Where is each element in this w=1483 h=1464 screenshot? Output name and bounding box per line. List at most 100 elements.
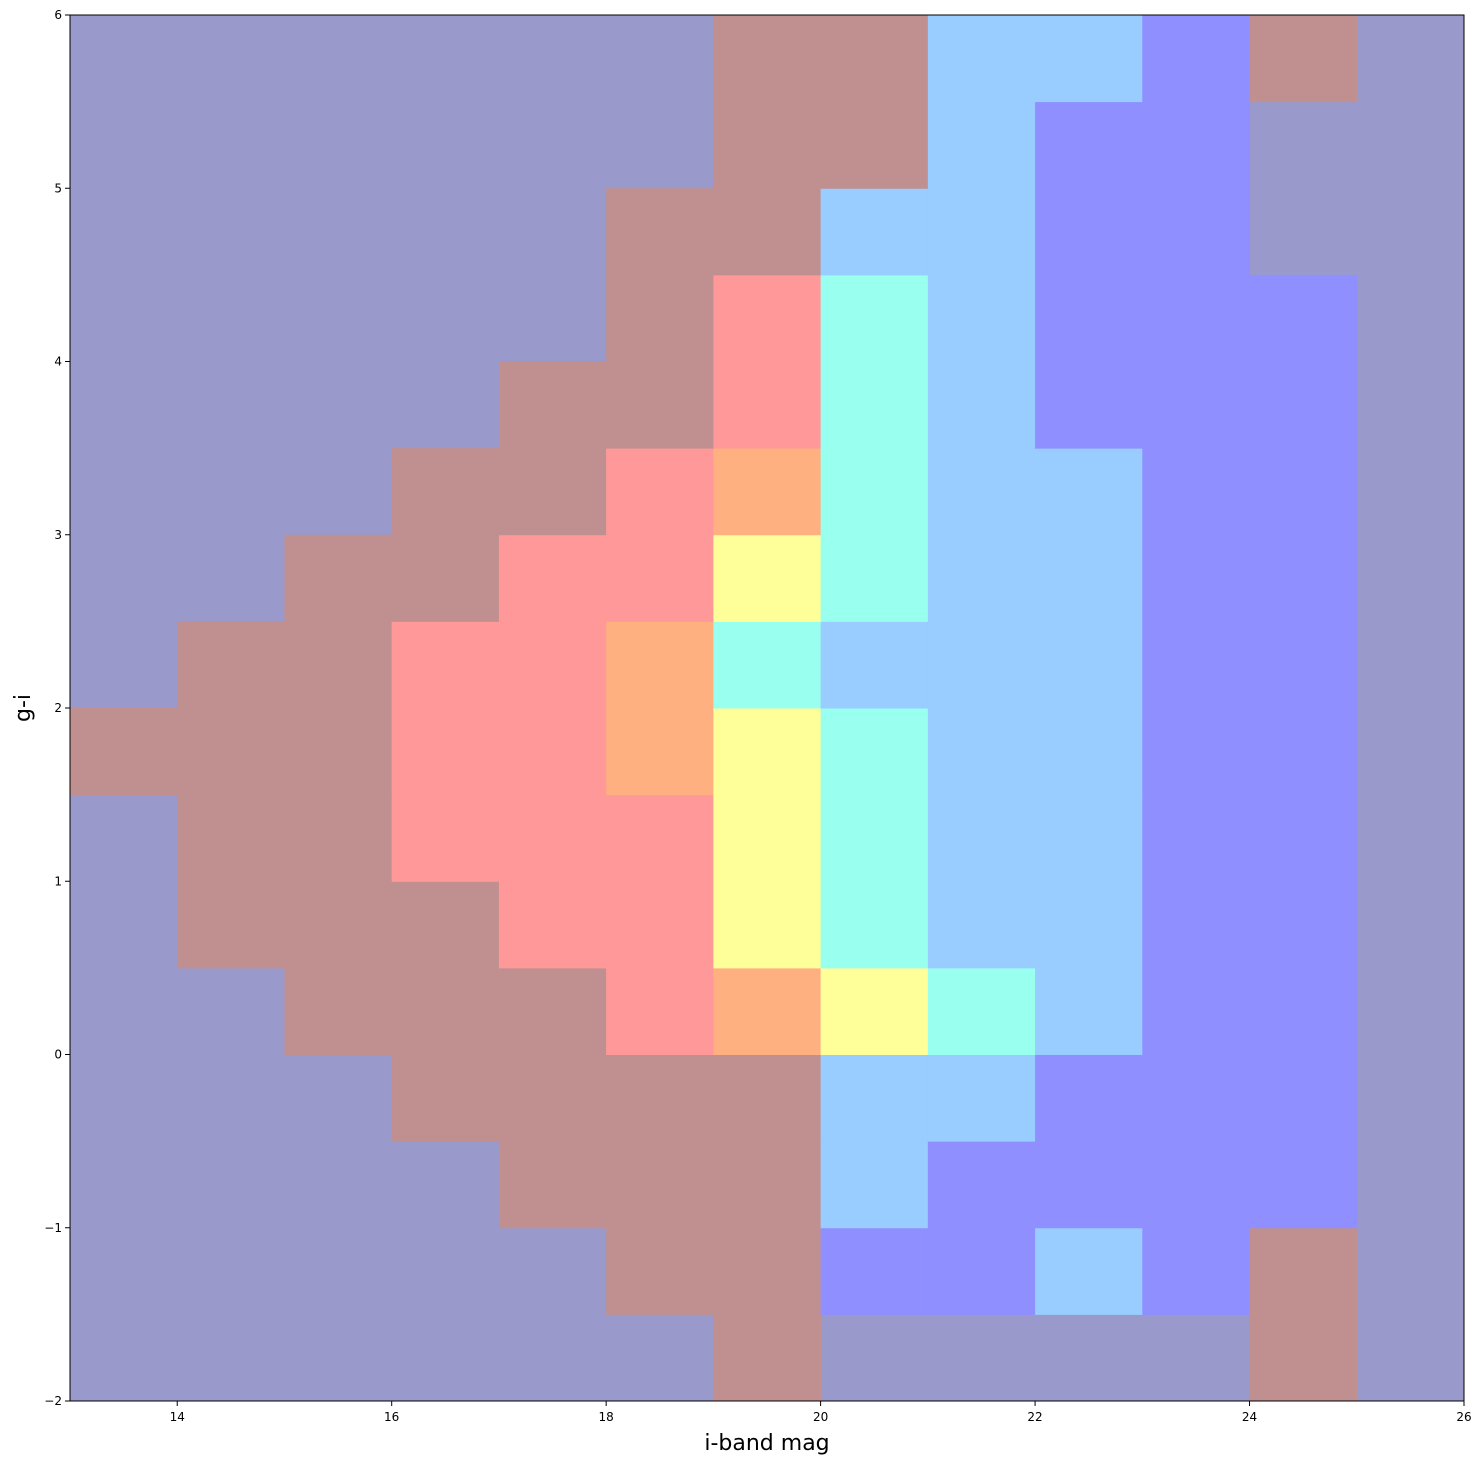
heat-cell bbox=[927, 15, 1036, 103]
heat-cell bbox=[713, 188, 822, 276]
heat-cell bbox=[1035, 534, 1143, 622]
heat-cell bbox=[606, 1227, 714, 1315]
heat-cell bbox=[1142, 274, 1251, 362]
y-tick-label: 3 bbox=[54, 528, 62, 542]
heat-cell bbox=[498, 967, 607, 1055]
heat-cell bbox=[713, 621, 822, 709]
heat-cell bbox=[606, 1141, 714, 1229]
heat-cell bbox=[284, 621, 393, 709]
heat-cell bbox=[820, 1054, 929, 1142]
heat-cell bbox=[1035, 621, 1143, 709]
heat-cell bbox=[498, 1141, 607, 1229]
heat-cell bbox=[606, 794, 714, 882]
heat-cell bbox=[1035, 448, 1143, 536]
heat-cell bbox=[927, 1054, 1036, 1142]
heat-cell bbox=[927, 794, 1036, 882]
heat-cell bbox=[820, 361, 929, 449]
heat-cell bbox=[927, 101, 1036, 189]
y-tick-label: 5 bbox=[54, 181, 62, 195]
heat-cell bbox=[713, 274, 822, 362]
heat-cell bbox=[391, 881, 500, 969]
heat-cell bbox=[606, 1054, 714, 1142]
heat-cell bbox=[284, 794, 393, 882]
heat-cell bbox=[1249, 621, 1358, 709]
heat-cell bbox=[820, 534, 929, 622]
heat-cell bbox=[927, 1227, 1036, 1315]
heat-cell bbox=[391, 534, 500, 622]
heat-cell bbox=[1249, 534, 1358, 622]
heat-cell bbox=[927, 708, 1036, 796]
heat-cell bbox=[1142, 794, 1251, 882]
x-tick-label: 18 bbox=[599, 1410, 614, 1424]
heat-cell bbox=[820, 621, 929, 709]
heat-cell bbox=[606, 188, 714, 276]
heat-cell bbox=[713, 708, 822, 796]
heat-cell bbox=[606, 448, 714, 536]
heat-cell bbox=[927, 274, 1036, 362]
heat-cell bbox=[713, 101, 822, 189]
heat-cell bbox=[927, 188, 1036, 276]
heat-cell bbox=[1249, 1227, 1358, 1315]
heat-cell bbox=[70, 708, 178, 796]
heat-cell bbox=[606, 534, 714, 622]
y-tick-label: 0 bbox=[54, 1048, 62, 1062]
heat-cell bbox=[177, 621, 285, 709]
heat-cell bbox=[820, 1141, 929, 1229]
heat-cell bbox=[1142, 708, 1251, 796]
heat-cell bbox=[177, 708, 285, 796]
heat-cell bbox=[1035, 881, 1143, 969]
x-tick-label: 22 bbox=[1027, 1410, 1042, 1424]
heat-cell bbox=[391, 1054, 500, 1142]
heat-cell bbox=[1035, 101, 1143, 189]
heat-cell bbox=[713, 967, 822, 1055]
x-tick-label: 24 bbox=[1242, 1410, 1257, 1424]
heat-cell bbox=[1249, 274, 1358, 362]
heat-cell bbox=[391, 794, 500, 882]
heat-cell bbox=[498, 794, 607, 882]
x-tick-label: 20 bbox=[813, 1410, 828, 1424]
heat-cell bbox=[1142, 534, 1251, 622]
heat-cell bbox=[1142, 1227, 1251, 1315]
heat-cell bbox=[713, 794, 822, 882]
heat-cell bbox=[1142, 361, 1251, 449]
heat-cell bbox=[498, 361, 607, 449]
heat-cell bbox=[1035, 1054, 1143, 1142]
heat-cell bbox=[1142, 967, 1251, 1055]
heat-cell bbox=[1249, 967, 1358, 1055]
heat-cell bbox=[606, 274, 714, 362]
heat-cell bbox=[1249, 448, 1358, 536]
y-tick-label: 2 bbox=[54, 701, 62, 715]
heat-cell bbox=[820, 794, 929, 882]
heat-cell bbox=[713, 1141, 822, 1229]
heat-cell bbox=[820, 448, 929, 536]
heat-cell bbox=[606, 621, 714, 709]
heat-cell bbox=[820, 708, 929, 796]
heat-cell bbox=[1142, 15, 1251, 103]
heat-cell bbox=[1249, 1054, 1358, 1142]
heat-cell bbox=[1035, 274, 1143, 362]
heat-cell bbox=[1249, 794, 1358, 882]
heat-cell bbox=[498, 881, 607, 969]
heat-cell bbox=[606, 881, 714, 969]
x-tick-label: 26 bbox=[1456, 1410, 1471, 1424]
heat-cell bbox=[1249, 15, 1358, 103]
heat-cell bbox=[820, 1227, 929, 1315]
heat-cell bbox=[820, 274, 929, 362]
heat-cell bbox=[498, 534, 607, 622]
heat-cell bbox=[1035, 967, 1143, 1055]
heat-cell bbox=[713, 15, 822, 103]
y-tick-label: −1 bbox=[44, 1221, 62, 1235]
heat-cell bbox=[1035, 188, 1143, 276]
heat-cell bbox=[820, 881, 929, 969]
heat-cell bbox=[1142, 188, 1251, 276]
heat-cell bbox=[820, 188, 929, 276]
heat-cell bbox=[1142, 1141, 1251, 1229]
heat-cell bbox=[927, 448, 1036, 536]
y-tick-label: 1 bbox=[54, 874, 62, 888]
heat-cell bbox=[713, 1227, 822, 1315]
heat-cell bbox=[1249, 708, 1358, 796]
heat-cell bbox=[1035, 794, 1143, 882]
y-axis-label: g-i bbox=[11, 694, 36, 722]
heat-cell bbox=[927, 881, 1036, 969]
heat-cell bbox=[820, 15, 929, 103]
